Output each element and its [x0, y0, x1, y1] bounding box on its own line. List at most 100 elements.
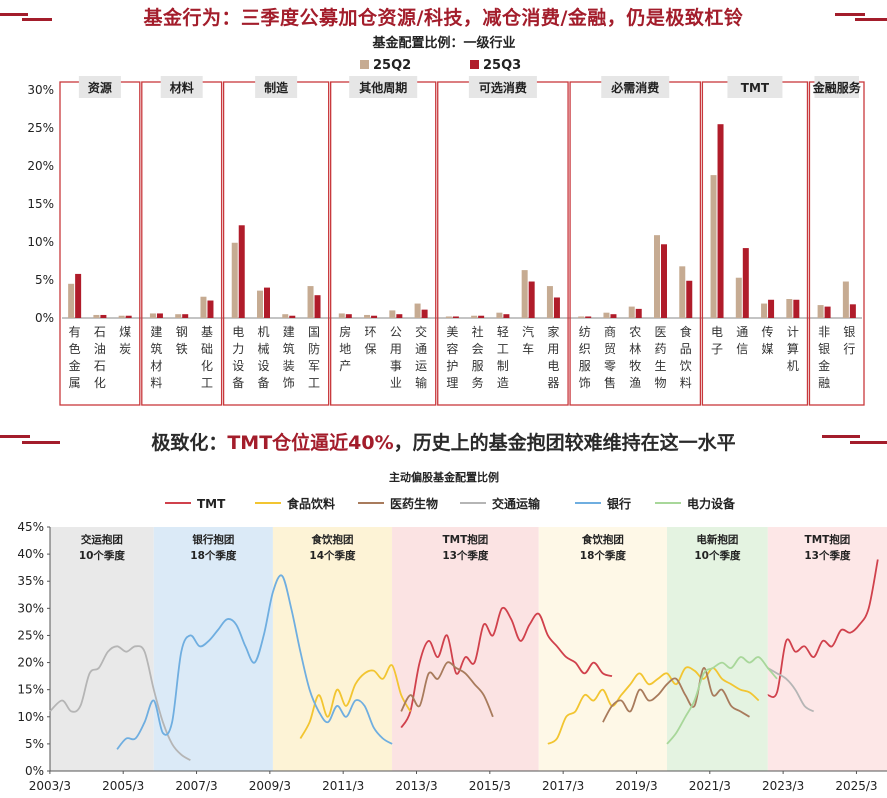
bar-25Q2-计算机 — [786, 299, 793, 318]
group-label-制造: 制造 — [264, 80, 289, 95]
bar-25Q3-建筑材料 — [156, 313, 163, 318]
group-label-TMT: TMT — [741, 81, 770, 95]
banner-line-left — [0, 435, 30, 438]
region-duration-6: 13个季度 — [804, 549, 851, 562]
x-tick-label: 2013/3 — [395, 779, 437, 793]
x-tick-label-国防军工: 国防军工 — [308, 325, 320, 390]
x-tick-label-基础化工: 基础化工 — [201, 325, 213, 390]
bar-25Q2-食品饮料 — [679, 266, 686, 318]
x-tick-label: 2007/3 — [175, 779, 217, 793]
region-band-2 — [272, 527, 393, 771]
series-line-TMT-1 — [767, 559, 879, 698]
group-box-可选消费 — [437, 81, 569, 406]
y-tick-label: 35% — [17, 574, 44, 588]
x-tick-label-交通运输: 交通运输 — [415, 324, 427, 390]
bar-25Q2-美容护理 — [445, 316, 452, 318]
x-tick-label: 2025/3 — [835, 779, 877, 793]
bottom-banner-prefix: 极致化： — [151, 432, 228, 454]
y-tick-label: 30% — [17, 601, 44, 615]
x-tick-label-煤炭: 煤炭 — [119, 325, 131, 356]
group-label-金融服务: 金融服务 — [812, 80, 862, 95]
x-tick-label-电力设备: 电力设备 — [232, 325, 244, 390]
banner-line-right — [850, 441, 887, 444]
bar-25Q2-环保 — [364, 314, 371, 318]
group-box-资源 — [59, 81, 141, 406]
bar-25Q2-医药生物 — [654, 235, 660, 318]
legend-swatch-25Q2 — [360, 60, 369, 69]
x-tick-label-纺织服饰: 纺织服饰 — [579, 325, 591, 390]
y-tick-label: 15% — [27, 197, 54, 211]
bar-25Q3-煤炭 — [125, 315, 132, 318]
bar-25Q2-纺织服饰 — [578, 316, 585, 318]
region-label-0: 交运抱团 — [81, 533, 123, 546]
bar-25Q3-房地产 — [345, 314, 352, 318]
bar-25Q3-汽车 — [528, 281, 535, 318]
x-tick-label: 2017/3 — [542, 779, 584, 793]
x-tick-label-医药生物: 医药生物 — [654, 325, 666, 390]
x-tick-label-建筑材料: 建筑材料 — [150, 325, 162, 390]
series-line-银行-8 — [116, 574, 393, 750]
bar-25Q2-商贸零售 — [603, 312, 610, 318]
x-tick-label-银行: 银行 — [843, 325, 855, 356]
chart-title: 基金配置比例：一级行业 — [371, 35, 515, 51]
legend-swatch-25Q3 — [470, 60, 479, 69]
legend-label-TMT: TMT — [197, 497, 226, 511]
group-box-金融服务 — [808, 81, 865, 406]
y-tick-label: 5% — [35, 273, 54, 287]
y-tick-label: 25% — [27, 121, 54, 135]
bar-25Q2-有色金属 — [68, 283, 75, 318]
bar-25Q2-机械设备 — [257, 290, 263, 318]
x-tick-label-美容护理: 美容护理 — [446, 325, 458, 390]
x-tick-label-农林牧渔: 农林牧渔 — [629, 325, 641, 390]
bar-25Q2-汽车 — [521, 270, 528, 318]
legend-label-交通运输: 交通运输 — [492, 496, 541, 511]
bar-25Q3-非银金融 — [824, 306, 831, 318]
bar-25Q3-商贸零售 — [610, 314, 617, 318]
bar-25Q3-医药生物 — [661, 244, 667, 318]
bar-25Q3-计算机 — [793, 299, 800, 318]
bar-25Q3-食品饮料 — [686, 280, 693, 318]
x-tick-label: 2009/3 — [249, 779, 291, 793]
region-duration-4: 18个季度 — [580, 549, 627, 562]
x-tick-label-钢铁: 钢铁 — [176, 325, 188, 356]
group-label-bg — [349, 76, 418, 98]
y-tick-label: 15% — [17, 683, 44, 697]
x-tick-label-有色金属: 有色金属 — [69, 325, 81, 390]
top-section-banner: 基金行为：三季度公募加仓资源/科技，减仓消费/金融，仍是极致杠铃 — [0, 0, 887, 32]
bar-25Q2-通信 — [735, 277, 742, 318]
bar-25Q2-基础化工 — [200, 296, 207, 318]
x-tick-label-通信: 通信 — [736, 325, 748, 356]
series-line-医药生物-5 — [602, 667, 750, 723]
x-tick-label-公用事业: 公用事业 — [390, 325, 402, 390]
group-label-bg — [78, 76, 121, 98]
x-tick-label-传媒: 传媒 — [762, 324, 774, 356]
bar-25Q2-公用事业 — [389, 310, 396, 318]
x-tick-label: 2005/3 — [102, 779, 144, 793]
group-label-bg — [160, 76, 203, 98]
group-label-其他周期: 其他周期 — [359, 80, 407, 95]
group-label-bg — [727, 76, 783, 98]
group-box-材料 — [141, 81, 223, 406]
group-label-bg — [468, 76, 537, 98]
bar-25Q2-国防军工 — [307, 286, 314, 318]
region-label-3: TMT抱团 — [442, 533, 488, 546]
series-line-食品饮料-3 — [547, 666, 760, 745]
region-band-1 — [153, 527, 273, 771]
legend-label-银行: 银行 — [607, 496, 631, 511]
bottom-banner-highlight: TMT仓位逼近40% — [227, 432, 394, 454]
bar-25Q3-通信 — [742, 248, 749, 318]
bar-25Q3-交通运输 — [421, 309, 428, 318]
bar-25Q2-房地产 — [338, 313, 345, 318]
x-tick-label: 2021/3 — [689, 779, 731, 793]
x-tick-label: 2011/3 — [322, 779, 364, 793]
region-duration-0: 10个季度 — [79, 549, 126, 562]
y-tick-label: 40% — [17, 547, 44, 561]
region-duration-3: 13个季度 — [442, 549, 489, 562]
bar-25Q3-银行 — [849, 304, 856, 318]
bar-25Q3-轻工制造 — [503, 314, 510, 318]
bottom-section-banner: 极致化：TMT仓位逼近40%，历史上的基金抱团较难维持在这一水平 — [0, 425, 887, 457]
region-label-2: 食饮抱团 — [310, 533, 353, 546]
group-label-必需消费: 必需消费 — [610, 80, 659, 95]
bar-25Q3-国防军工 — [314, 295, 321, 318]
